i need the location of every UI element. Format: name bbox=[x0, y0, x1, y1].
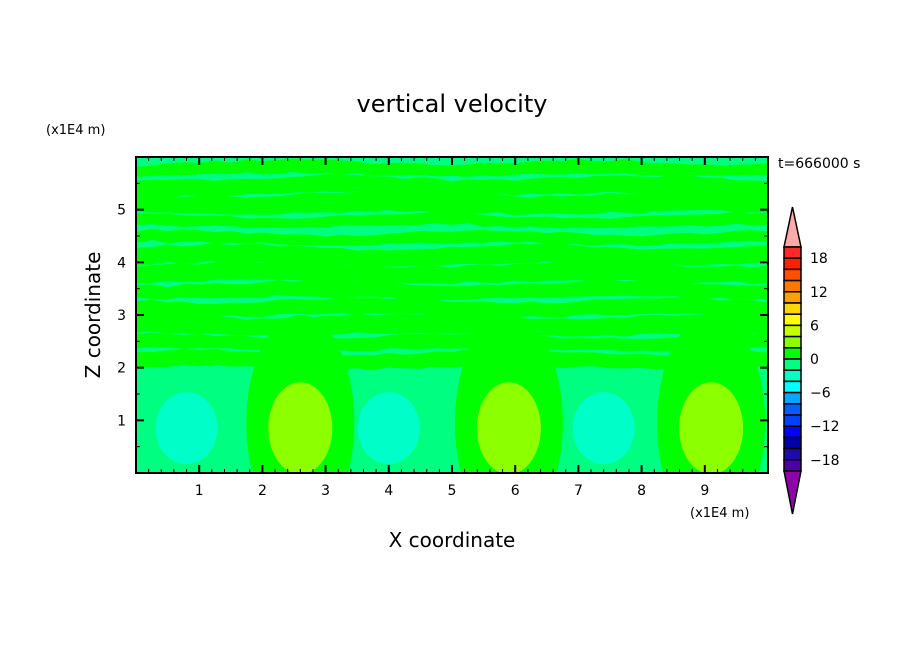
axes: 1 2 3 4 5 6 7 8 9 1 2 3 4 5 bbox=[117, 156, 769, 499]
contour-band bbox=[136, 174, 768, 197]
x-tick-label: 6 bbox=[511, 483, 520, 499]
colorbar-box bbox=[783, 391, 802, 405]
colorbar-tick-label: 18 bbox=[810, 251, 828, 267]
contour-band bbox=[136, 190, 768, 216]
colorbar-box bbox=[783, 313, 802, 327]
chart-title: vertical velocity bbox=[357, 90, 548, 118]
colorbar-tick-label: 12 bbox=[810, 285, 828, 301]
colorbar-tick-label: 6 bbox=[810, 318, 819, 334]
y-tick-label: 4 bbox=[117, 255, 126, 271]
x-axis-label: X coordinate bbox=[389, 528, 516, 552]
colorbar-box bbox=[783, 268, 802, 282]
contour-band bbox=[136, 261, 768, 285]
y-tick-label: 5 bbox=[117, 203, 126, 219]
colorbar-box bbox=[783, 257, 802, 271]
colorbar-under-arrow bbox=[783, 470, 802, 515]
colorbar-box bbox=[783, 447, 802, 461]
colorbar-over-arrow bbox=[783, 206, 802, 248]
colorbar: 18 12 6 0 −6 −12 −18 bbox=[783, 206, 840, 515]
colorbar-box bbox=[783, 358, 802, 371]
y-tick-label: 1 bbox=[117, 413, 126, 429]
y-axis-label: Z coordinate bbox=[81, 252, 105, 379]
plot-area bbox=[136, 157, 768, 473]
colorbar-box bbox=[783, 403, 802, 416]
colorbar-tick-label: −12 bbox=[810, 419, 840, 435]
downdraft-cell bbox=[357, 392, 420, 465]
x-unit-label: (x1E4 m) bbox=[690, 506, 749, 521]
x-tick-label: 2 bbox=[258, 483, 267, 499]
x-tick-label: 1 bbox=[195, 483, 204, 499]
contour-fills bbox=[136, 157, 768, 473]
updraft-cell-core bbox=[268, 382, 333, 473]
x-tick-label: 9 bbox=[700, 483, 709, 499]
colorbar-box bbox=[783, 279, 802, 293]
contour-band bbox=[136, 242, 768, 267]
y-tick-label: 3 bbox=[117, 308, 126, 324]
contour-band bbox=[136, 158, 768, 177]
colorbar-tick-label: −18 bbox=[810, 453, 840, 469]
y-unit-label: (x1E4 m) bbox=[46, 123, 105, 138]
updraft-cell-core bbox=[679, 382, 744, 473]
contour-band bbox=[136, 296, 768, 318]
colorbar-box bbox=[783, 436, 802, 450]
colorbar-box bbox=[783, 324, 802, 338]
x-tick-label: 8 bbox=[637, 483, 646, 499]
colorbar-tick-label: −6 bbox=[810, 386, 831, 402]
x-tick-label: 7 bbox=[574, 483, 583, 499]
x-tick-label: 4 bbox=[384, 483, 393, 499]
colorbar-box bbox=[783, 246, 802, 259]
colorbar-box bbox=[783, 291, 802, 304]
contour-band bbox=[136, 211, 768, 229]
downdraft-cell bbox=[155, 392, 218, 465]
downdraft-cell bbox=[572, 392, 635, 465]
colorbar-box bbox=[783, 302, 802, 315]
colorbar-box bbox=[783, 347, 802, 360]
updraft-cell-core bbox=[476, 382, 541, 473]
time-label: t=666000 s bbox=[778, 156, 860, 172]
y-tick-label: 2 bbox=[117, 361, 126, 377]
colorbar-box bbox=[783, 335, 802, 349]
colorbar-box bbox=[783, 380, 802, 394]
colorbar-box bbox=[783, 459, 802, 472]
colorbar-box bbox=[783, 369, 802, 383]
contour-band bbox=[136, 279, 768, 300]
colorbar-box bbox=[783, 414, 802, 427]
colorbar-tick-label: 0 bbox=[810, 352, 819, 368]
x-tick-label: 5 bbox=[448, 483, 457, 499]
colorbar-box bbox=[783, 425, 802, 439]
x-tick-label: 3 bbox=[321, 483, 330, 499]
contour-band bbox=[136, 228, 768, 247]
